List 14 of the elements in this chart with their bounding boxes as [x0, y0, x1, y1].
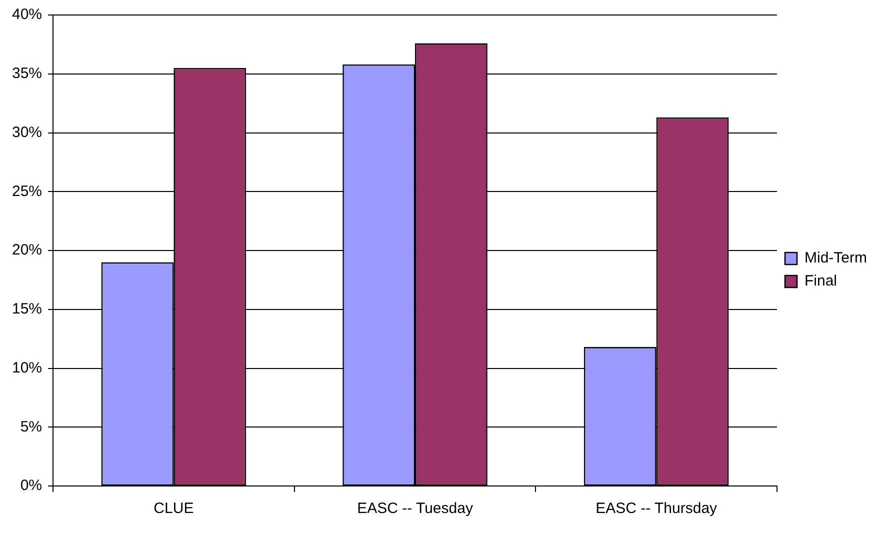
x-tick-label: CLUE — [154, 500, 194, 518]
y-tick-label: 40% — [12, 6, 42, 24]
y-tick-label: 25% — [12, 182, 42, 200]
y-tick-label: 30% — [12, 124, 42, 141]
y-tick-label: 35% — [12, 65, 42, 82]
legend-label: Mid-Term — [804, 250, 867, 267]
x-tick-label: EASC -- Tuesday — [357, 500, 474, 518]
y-tick-label: 15% — [12, 300, 42, 318]
y-tick-label: 10% — [12, 359, 42, 376]
y-tick-label: 0% — [20, 477, 42, 494]
legend-label: Final — [804, 272, 838, 290]
y-tick-label: 5% — [20, 418, 42, 436]
x-tick-label: EASC -- Thursday — [596, 500, 718, 518]
y-tick-label: 20% — [12, 242, 42, 259]
